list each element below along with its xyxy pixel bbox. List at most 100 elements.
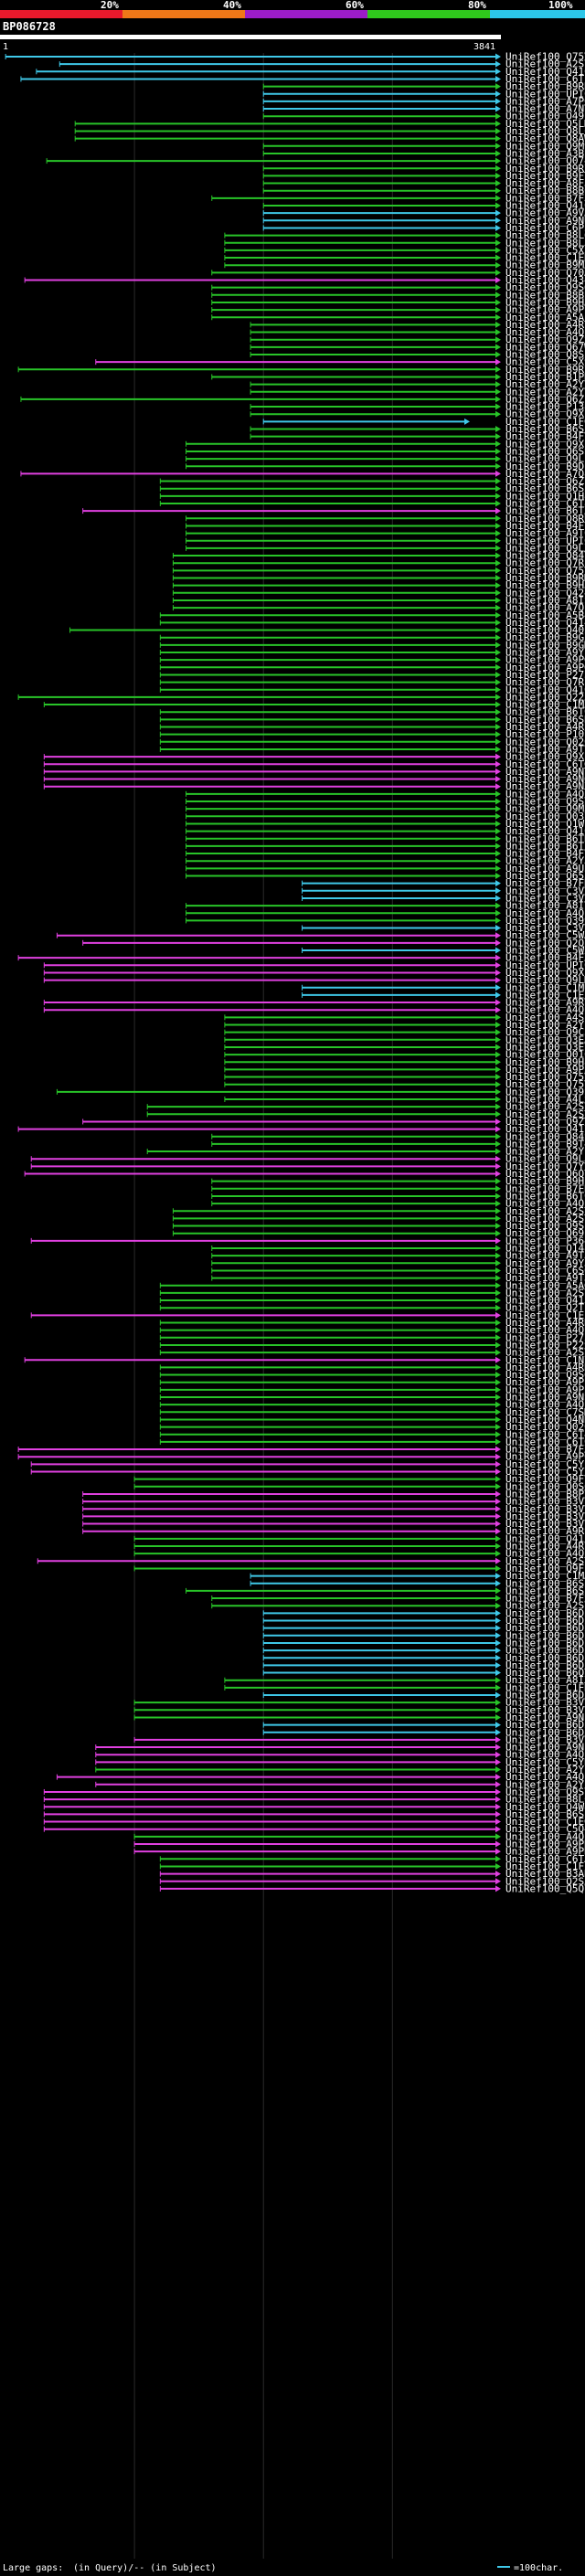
hit-label[interactable]: UniRef100_C1FD84 [505,1681,585,1693]
hit-label[interactable]: UniRef100_B6SZZ3 [505,1577,585,1589]
hit-label[interactable]: UniRef100_B9GML1 [505,639,585,651]
hit-label[interactable]: UniRef100_Q75VY6 [505,1078,585,1090]
hit-label[interactable]: UniRef100_Q41360 [505,1295,585,1307]
hit-label[interactable]: UniRef100_A3BZ84 [505,147,585,159]
hit-label[interactable]: UniRef100_B9HLQ2 [505,1175,585,1187]
hit-label[interactable]: UniRef100_C3VV36 [505,922,585,934]
hit-label[interactable]: UniRef100_Q41642 [505,66,585,78]
hit-label[interactable]: UniRef100_Q2QBN9 [505,937,585,949]
hit-label[interactable]: UniRef100_Q9SQB6 [505,1369,585,1381]
hit-label[interactable]: UniRef100_Q9C5R7 [505,1026,585,1038]
hit-label[interactable]: UniRef100_A9NPE0 [505,1742,585,1754]
hit-label[interactable]: UniRef100_P22924 [505,1339,585,1351]
hit-label[interactable]: UniRef100_Q41748 [505,1123,585,1135]
hit-label[interactable]: UniRef100_B4FYB1 [505,520,585,532]
hit-label[interactable]: UniRef100_Q41039 [505,200,585,212]
hit-label[interactable]: UniRef100_A8IS00 [505,594,585,606]
hit-label[interactable]: UniRef100_C6TGC5 [505,758,585,770]
hit-label[interactable]: UniRef100_C6TAC2 [505,1853,585,1865]
hit-label[interactable]: UniRef100_Q43485 [505,274,585,286]
hit-label[interactable]: UniRef100_C1N713 [505,1354,585,1366]
hit-label[interactable]: UniRef100_Q9XF18 [505,408,585,420]
hit-label[interactable]: UniRef100_Q75VZ0 [505,51,585,63]
hit-label[interactable]: UniRef100_Q9M991 [505,140,585,152]
hit-label[interactable]: UniRef100_C3VVT1 [505,885,585,896]
hit-label[interactable]: UniRef100_Q9SQL2 [505,281,585,293]
hit-label[interactable]: UniRef100_Q07489 [505,155,585,167]
hit-label[interactable]: UniRef100_Q9LXC7 [505,542,585,554]
hit-label[interactable]: UniRef100_B9HAC4 [505,296,585,308]
hit-label[interactable]: UniRef100_B9GZP7 [505,631,585,643]
hit-label[interactable]: UniRef100_A9NPM1 [505,1712,585,1723]
hit-label[interactable]: UniRef100_A4QPP3 [505,1771,585,1783]
hit-label[interactable]: UniRef100_A4RRY9 [505,1362,585,1373]
hit-label[interactable]: UniRef100_C5Y7S1 [505,1466,585,1478]
hit-label[interactable]: UniRef100_Q84Y02 [505,550,585,562]
hit-label[interactable]: UniRef100_Q5LMB1 [505,118,585,130]
hit-label[interactable]: UniRef100_Q3EA16 [505,1034,585,1045]
hit-label[interactable]: UniRef100_B9R7C8 [505,163,585,175]
hit-label[interactable]: UniRef100_A9T600 [505,527,585,539]
hit-label[interactable]: UniRef100_B6D209 [505,1659,585,1671]
hit-label[interactable]: UniRef100_A2SY17 [505,1108,585,1120]
hit-label[interactable]: UniRef100_A9PFA4 [505,1376,585,1388]
hit-label[interactable]: UniRef100_B6S237 [505,423,585,435]
hit-label[interactable]: UniRef100_A2SY42 [505,1555,585,1567]
hit-label[interactable]: UniRef100_Q5QYN0 [505,1882,585,1894]
hit-label[interactable]: UniRef100_B3VV82 [505,1704,585,1716]
hit-label[interactable]: UniRef100_A8FJQ2 [505,177,585,189]
hit-label[interactable]: UniRef100_A2Y1D1 [505,1764,585,1776]
hit-label[interactable]: UniRef100_A2SY12 [505,1287,585,1299]
hit-label[interactable]: UniRef100_B6D218 [505,1637,585,1648]
hit-label[interactable]: UniRef100_Q7R1X9 [505,557,585,569]
hit-label[interactable]: UniRef100_A9VAM1 [505,207,585,219]
hit-label[interactable]: UniRef100_B6T037 [505,1190,585,1202]
hit-label[interactable]: UniRef100_A2YVJ1 [505,378,585,390]
hit-label[interactable]: UniRef100_P27525 [505,1331,585,1343]
hit-label[interactable]: UniRef100_B6TNZ8 [505,832,585,844]
hit-label[interactable]: UniRef100_A9PIX4 [505,304,585,316]
hit-label[interactable]: UniRef100_A7QP61 [505,602,585,614]
hit-label[interactable]: UniRef100_Q41481 [505,617,585,629]
hit-label[interactable]: UniRef100_B9FTE2 [505,170,585,182]
hit-label[interactable]: UniRef100_Q8S2S7 [505,349,585,361]
hit-label[interactable]: UniRef100_Q0S093 [505,1480,585,1492]
hit-label[interactable]: UniRef100_A9TJ06 [505,1250,585,1262]
hit-label[interactable]: UniRef100_A4QP17 [505,1830,585,1842]
hit-label[interactable]: UniRef100_Q42469 [505,587,585,599]
hit-label[interactable]: UniRef100_Q01667 [505,1049,585,1061]
hit-label[interactable]: UniRef100_Q6QYZ7 [505,1168,585,1180]
hit-label[interactable]: UniRef100_A9PHB5 [505,1846,585,1858]
hit-label[interactable]: UniRef100_Q84S12 [505,1130,585,1142]
hit-label[interactable]: UniRef100_Q7YVI1 [505,1161,585,1172]
hit-label[interactable]: UniRef100_B6TFT2 [505,840,585,852]
hit-label[interactable]: UniRef100_Q9SBN0 [505,1220,585,1232]
hit-label[interactable]: UniRef100_Q41094 [505,825,585,837]
hit-label[interactable]: UniRef100_B6SZK5 [505,1585,585,1596]
hit-label[interactable]: UniRef100_Q9ZTS0 [505,1116,585,1128]
hit-label[interactable]: UniRef100_P36494 [505,1235,585,1246]
hit-label[interactable]: UniRef100_A9NX01 [505,780,585,792]
hit-label[interactable]: UniRef100_C5WZB0 [505,945,585,957]
hit-label[interactable]: UniRef100_B8BLQ5 [505,289,585,301]
hit-label[interactable]: UniRef100_Q9FEK6 [505,1563,585,1574]
hit-label[interactable]: UniRef100_A9PHB6 [505,1839,585,1850]
hit-label[interactable]: UniRef100_Q1WLW1 [505,818,585,830]
hit-label[interactable]: UniRef100_A4QPJ0 [505,907,585,919]
hit-label[interactable]: UniRef100_A7P075 [505,95,585,107]
hit-label[interactable]: UniRef100_UPI000... [505,88,585,100]
hit-label[interactable]: UniRef100_B9RME5 [505,572,585,584]
hit-label[interactable]: UniRef100_B7FH08 [505,877,585,889]
hit-label[interactable]: UniRef100_B3VV84 [505,1496,585,1508]
hit-label[interactable]: UniRef100_Q1H8L9 [505,490,585,502]
hit-label[interactable]: UniRef100_A9U5E4 [505,863,585,875]
hit-label[interactable]: UniRef100_Q9LPV7 [505,453,585,465]
hit-label[interactable]: UniRef100_Q9FVE3 [505,1473,585,1485]
hit-label[interactable]: UniRef100_A2SY41 [505,1101,585,1113]
hit-label[interactable]: UniRef100_A9PGU3 [505,662,585,673]
hit-label[interactable]: UniRef100_B6D224 [505,1622,585,1634]
hit-label[interactable]: UniRef100_B6D226 [505,1690,585,1701]
hit-label[interactable]: UniRef100_B9MXQ2 [505,260,585,271]
hit-label[interactable]: UniRef100_B7FS16 [505,1593,585,1605]
hit-label[interactable]: UniRef100_A9YJ99 [505,1257,585,1269]
